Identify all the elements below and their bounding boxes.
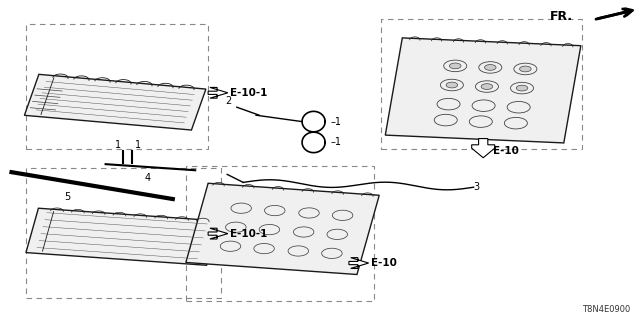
FancyBboxPatch shape	[385, 38, 581, 143]
Circle shape	[449, 63, 461, 69]
Text: –1: –1	[330, 137, 341, 148]
Polygon shape	[472, 139, 495, 158]
Text: 1: 1	[115, 140, 122, 150]
Text: 4: 4	[144, 173, 150, 183]
Circle shape	[484, 65, 496, 70]
Text: 1: 1	[134, 140, 141, 150]
Text: –1: –1	[330, 116, 341, 127]
Text: T8N4E0900: T8N4E0900	[582, 305, 630, 314]
Text: E-10: E-10	[493, 146, 518, 156]
FancyBboxPatch shape	[24, 74, 206, 130]
Circle shape	[446, 82, 458, 88]
Polygon shape	[208, 228, 228, 239]
Bar	[26, 168, 221, 298]
Circle shape	[516, 85, 528, 91]
Circle shape	[520, 66, 531, 72]
Text: FR.: FR.	[550, 10, 573, 23]
Text: E-10-1: E-10-1	[230, 228, 268, 239]
Circle shape	[481, 84, 493, 89]
Bar	[381, 19, 582, 149]
Text: 3: 3	[474, 182, 480, 192]
FancyBboxPatch shape	[186, 183, 380, 275]
Polygon shape	[208, 87, 228, 98]
Text: 2: 2	[225, 96, 232, 106]
Bar	[186, 166, 374, 301]
Text: 5: 5	[64, 192, 70, 202]
Text: E-10-1: E-10-1	[230, 88, 268, 98]
FancyBboxPatch shape	[26, 208, 219, 265]
Text: E-10: E-10	[371, 258, 397, 268]
Bar	[26, 24, 208, 149]
Polygon shape	[349, 258, 369, 268]
